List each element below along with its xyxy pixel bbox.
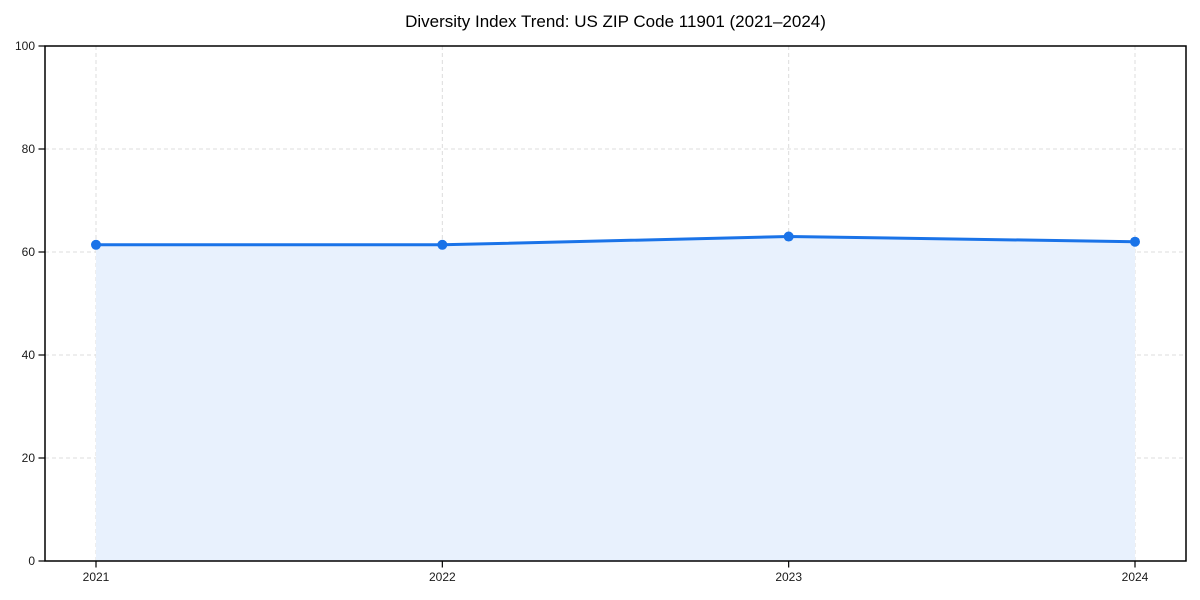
x-tick-label: 2024 xyxy=(1122,570,1149,584)
data-point xyxy=(91,239,101,250)
x-tick-label: 2021 xyxy=(83,570,110,584)
plot-border xyxy=(44,45,1187,562)
data-point xyxy=(437,239,448,250)
data-point xyxy=(783,231,794,242)
x-tick-label: 2023 xyxy=(775,570,802,584)
x-tick-label: 2022 xyxy=(429,570,456,584)
chart-title: Diversity Index Trend: US ZIP Code 11901… xyxy=(405,12,826,31)
y-tick-label: 60 xyxy=(22,245,36,259)
y-tick-label: 80 xyxy=(22,142,36,156)
area-fill xyxy=(96,236,1135,562)
trend-line xyxy=(94,235,1137,247)
y-tick-label: 40 xyxy=(22,348,36,362)
data-point xyxy=(1130,236,1140,247)
y-tick-label: 20 xyxy=(22,451,36,465)
y-tick-label: 0 xyxy=(28,554,35,568)
y-tick-label: 100 xyxy=(15,39,35,53)
